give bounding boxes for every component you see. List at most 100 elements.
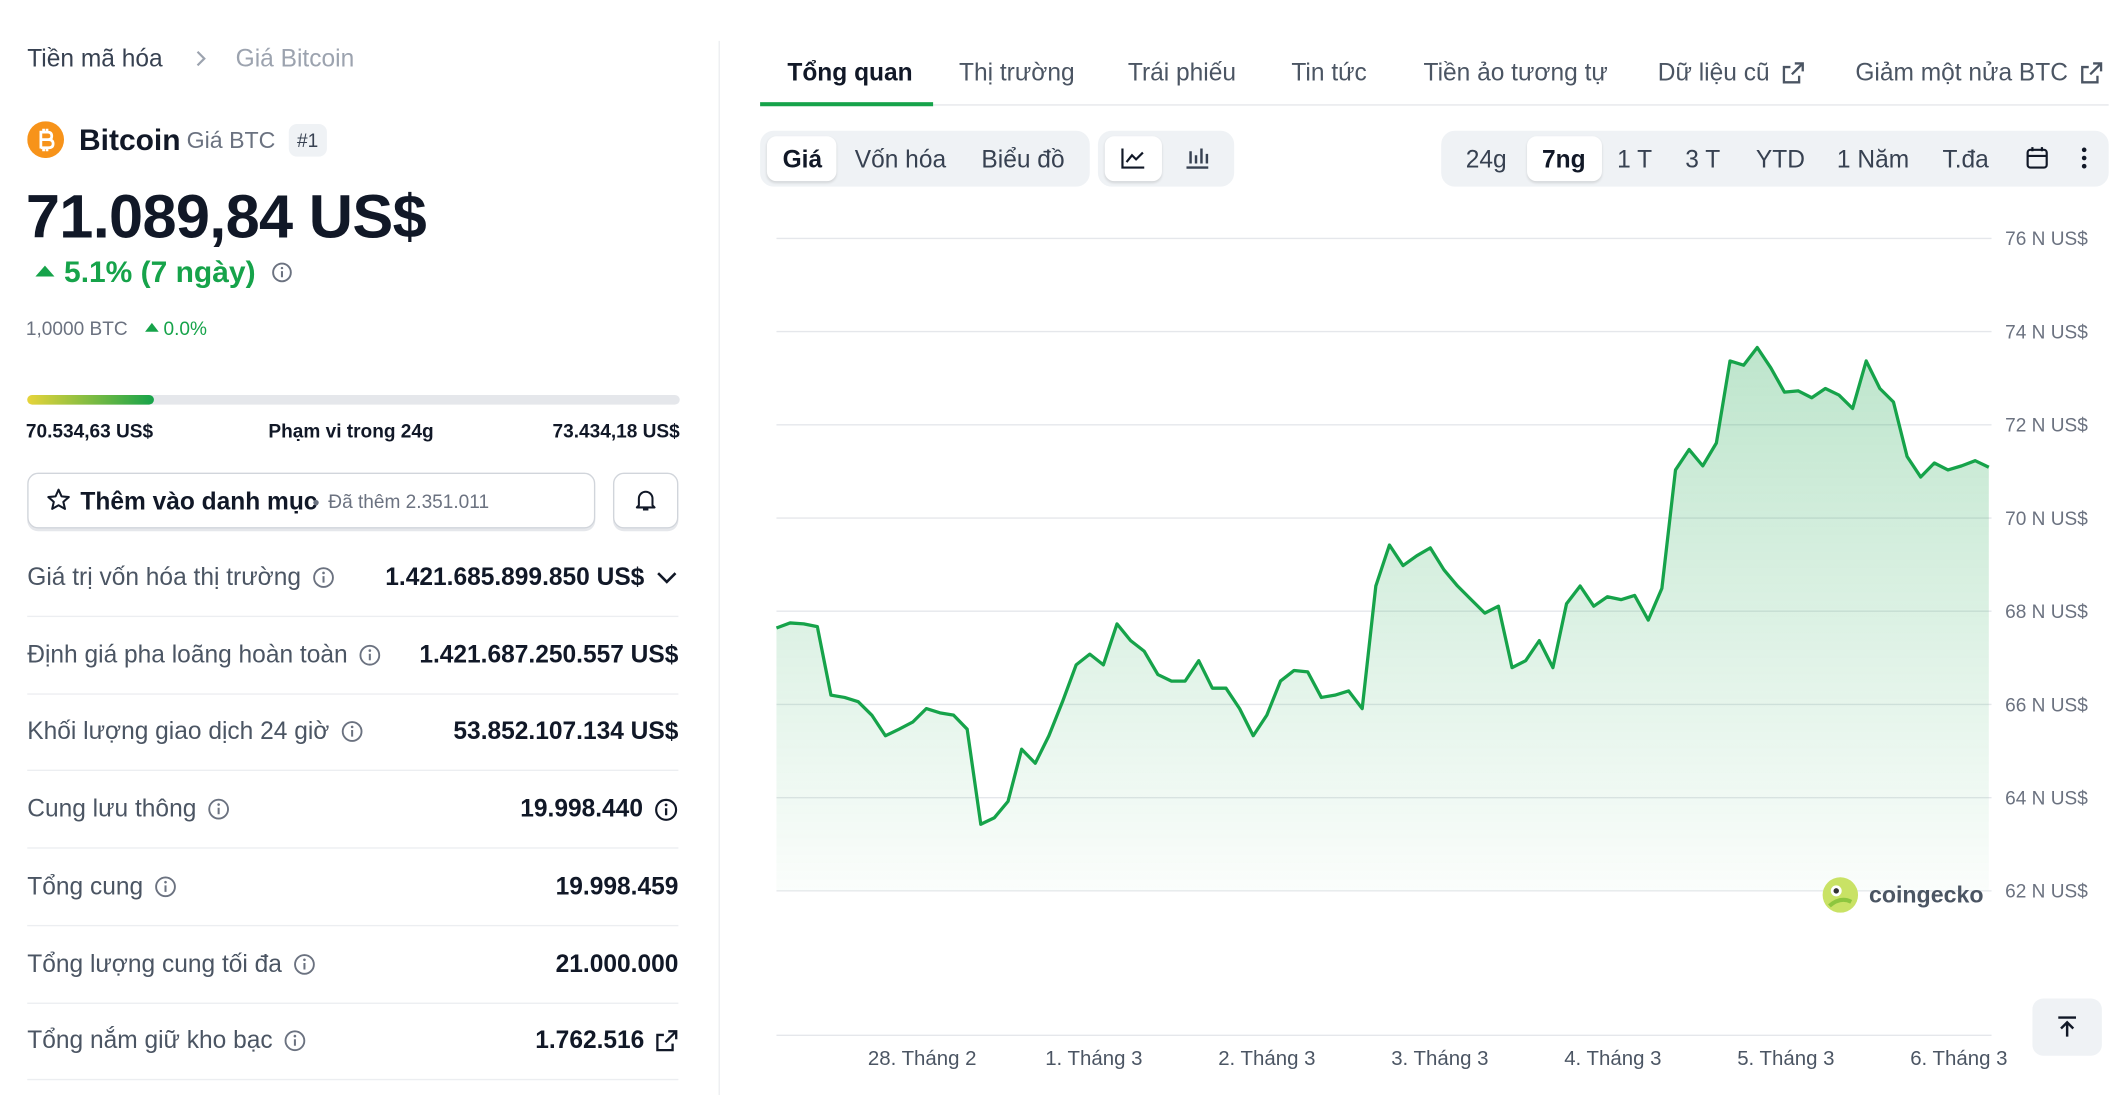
stat-row-label: Tổng lượng cung tối đa	[27, 949, 316, 978]
y-tick-label: 64 N US$	[2005, 788, 2088, 809]
range-option[interactable]: 1 T	[1617, 145, 1653, 173]
view-option[interactable]: Vốn hóa	[854, 145, 947, 173]
info-icon[interactable]	[271, 262, 293, 284]
x-tick-label: 5. Tháng 3	[1737, 1048, 1834, 1070]
range-option[interactable]: 7ng	[1541, 145, 1586, 173]
expand-icon[interactable]	[655, 566, 678, 589]
range-high: 73.434,18 US$	[552, 419, 680, 442]
tab[interactable]: Dữ liệu cũ	[1657, 58, 1805, 86]
coin-name: Bitcoin	[79, 122, 181, 157]
range-low: 70.534,63 US$	[25, 419, 154, 442]
coin-symbol: Giá BTC	[186, 127, 276, 154]
range-selected	[1527, 136, 1602, 182]
tab-label: Thị trường	[958, 58, 1075, 86]
range-option[interactable]: T.đa	[1942, 145, 1989, 173]
stat-label: Tổng cung	[27, 872, 144, 900]
star-icon	[47, 488, 70, 510]
stat-row-value: 21.000.000	[556, 949, 679, 978]
range-option[interactable]: YTD	[1755, 145, 1805, 173]
row-separator	[27, 847, 679, 849]
info-icon[interactable]	[359, 643, 382, 666]
alert-button[interactable]	[612, 472, 679, 529]
breadcrumb-link[interactable]: Tiền mã hóa	[27, 44, 163, 73]
row-separator	[27, 924, 679, 927]
tab-label: Tổng quan	[787, 58, 913, 86]
watchlist-label: Thêm vào danh mục	[80, 487, 318, 515]
stat-row-value: 19.998.459	[556, 872, 679, 901]
stat-row-label: Cung lưu thông	[27, 795, 230, 824]
tab-label: Trái phiếu	[1127, 58, 1237, 86]
price-change: 5.1% (7 ngày)	[64, 254, 256, 289]
view-option[interactable]: Giá	[782, 145, 823, 173]
separator-dot	[313, 499, 319, 506]
up-arrow	[35, 265, 55, 277]
stat-value: 19.998.440	[520, 794, 643, 823]
tab[interactable]: Tổng quan	[787, 60, 912, 85]
external-link-icon[interactable]	[2080, 61, 2103, 84]
btc-amount: 1,0000 BTC	[25, 317, 128, 340]
range-option[interactable]: 3 T	[1685, 145, 1721, 173]
stat-value: 21.000.000	[555, 949, 679, 977]
external-link-icon[interactable]	[655, 1029, 678, 1052]
x-tick-label: 4. Tháng 3	[1564, 1048, 1661, 1070]
line-chart-icon[interactable]	[1120, 146, 1147, 171]
stat-row-value: 1.762.516	[535, 1027, 678, 1056]
up-arrow	[145, 322, 159, 332]
stat-value: 1.762.516	[535, 1026, 645, 1054]
coin-rank: #1	[288, 123, 327, 157]
info-icon[interactable]	[293, 952, 316, 975]
stat-row-label: Giá trị vốn hóa thị trường	[27, 563, 335, 592]
stat-label: Giá trị vốn hóa thị trường	[27, 563, 301, 591]
stat-row-value: 53.852.107.134 US$	[453, 718, 678, 747]
tab[interactable]: Giảm một nửa BTC	[1855, 60, 2103, 84]
row-separator	[27, 615, 679, 618]
view-option[interactable]: Biểu đồ	[981, 145, 1065, 173]
tab[interactable]: Tin tức	[1291, 60, 1366, 85]
watchlist-button[interactable]	[27, 472, 596, 529]
stat-value: 1.421.685.899.850 US$	[385, 563, 645, 591]
y-tick-label: 76 N US$	[2005, 229, 2088, 250]
info-icon[interactable]	[154, 875, 177, 898]
stat-row-value: 19.998.440	[520, 795, 678, 824]
range-track	[27, 395, 680, 405]
stat-label: Cung lưu thông	[27, 794, 197, 823]
coin-logo	[27, 121, 65, 159]
area	[776, 347, 1989, 891]
stat-value: 1.421.687.250.557 US$	[419, 640, 679, 668]
watermark: coingecko	[1868, 882, 1984, 908]
tab[interactable]: Thị trường	[959, 60, 1075, 85]
stat-label: Tổng nắm giữ kho bạc	[27, 1026, 273, 1054]
y-tick-label: 62 N US$	[2005, 882, 2088, 903]
stat-row-label: Tổng nắm giữ kho bạc	[27, 1027, 306, 1056]
y-tick-label: 68 N US$	[2005, 602, 2088, 623]
tab-underline	[760, 102, 934, 107]
candle-chart-icon[interactable]	[1184, 146, 1211, 171]
info-icon[interactable]	[654, 797, 679, 822]
calendar-icon[interactable]	[2026, 146, 2049, 171]
range-option[interactable]: 1 Năm	[1836, 145, 1910, 173]
range-label: Phạm vi trong 24g	[268, 419, 434, 442]
tab[interactable]: Trái phiếu	[1128, 60, 1236, 85]
x-tick-label: 28. Tháng 2	[868, 1048, 977, 1070]
y-tick-label: 74 N US$	[2005, 322, 2088, 343]
stat-row-value: 1.421.685.899.850 US$	[385, 563, 678, 592]
info-icon[interactable]	[207, 798, 230, 821]
stat-label: Định giá pha loãng hoàn toàn	[27, 640, 348, 668]
chart-type-selected	[1104, 136, 1162, 182]
x-tick-label: 3. Tháng 3	[1391, 1048, 1488, 1070]
info-icon[interactable]	[284, 1029, 307, 1052]
stat-label: Khối lượng giao dịch 24 giờ	[27, 717, 330, 745]
view-selected	[766, 136, 837, 182]
tab-label: Dữ liệu cũ	[1657, 58, 1770, 86]
stat-value: 53.852.107.134 US$	[453, 717, 679, 745]
info-icon[interactable]	[340, 720, 363, 743]
more-icon[interactable]	[2080, 146, 2088, 171]
x-tick-label: 2. Tháng 3	[1218, 1048, 1315, 1070]
info-icon[interactable]	[312, 566, 335, 589]
external-link-icon[interactable]	[1782, 61, 1805, 84]
scroll-top-icon	[2058, 1016, 2076, 1037]
range-option[interactable]: 24g	[1465, 145, 1507, 173]
tab[interactable]: Tiền ảo tương tự	[1423, 60, 1607, 85]
